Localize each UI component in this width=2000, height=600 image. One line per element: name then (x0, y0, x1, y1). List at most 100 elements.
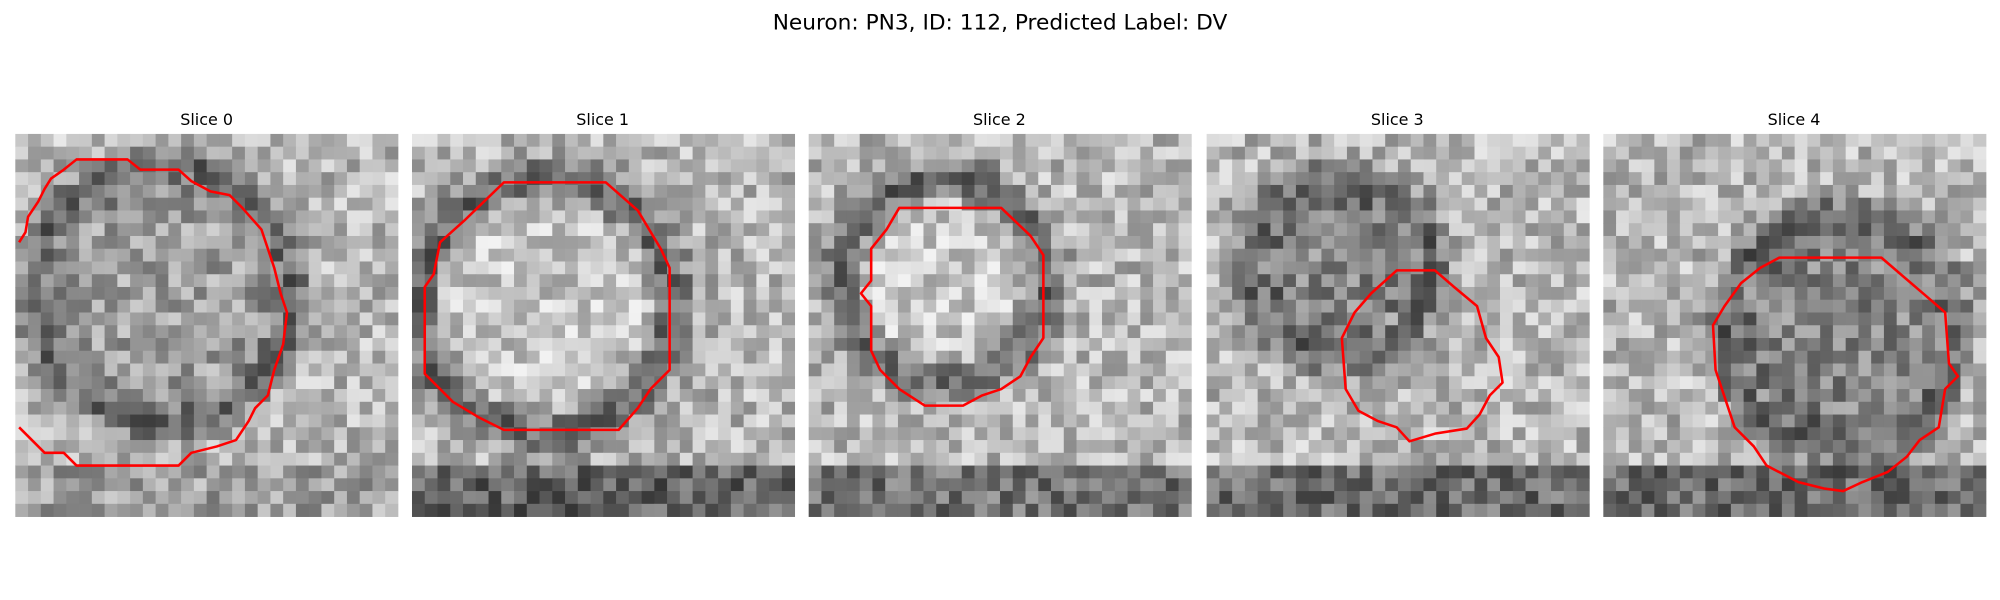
pixel (1487, 440, 1501, 454)
pixel (1679, 338, 1693, 352)
pixel (1232, 312, 1246, 326)
pixel (692, 159, 706, 173)
pixel (1346, 350, 1361, 364)
pixel (1051, 133, 1065, 148)
pixel (730, 452, 745, 466)
pixel (1794, 389, 1808, 403)
pixel (1295, 210, 1310, 224)
pixel (1038, 401, 1052, 415)
pixel (257, 299, 271, 313)
pixel (769, 440, 783, 454)
pixel (1934, 146, 1949, 160)
pixel (834, 325, 848, 339)
pixel (923, 274, 937, 288)
pixel (948, 312, 963, 326)
pixel (1679, 376, 1693, 390)
pixel (181, 427, 195, 441)
pixel (1781, 261, 1796, 275)
pixel (974, 478, 988, 492)
pixel (359, 465, 373, 479)
pixel (1089, 338, 1103, 352)
pixel (1692, 350, 1706, 364)
pixel (1385, 248, 1399, 262)
pixel (539, 325, 553, 339)
pixel (232, 440, 246, 454)
pixel (1654, 146, 1668, 160)
pixel (424, 338, 438, 352)
pixel (1295, 223, 1310, 237)
pixel (53, 325, 67, 339)
pixel (1089, 248, 1103, 262)
pixel (743, 146, 757, 160)
pixel (15, 503, 29, 517)
pixel (1871, 401, 1885, 415)
pixel (1334, 312, 1348, 326)
pixel (1743, 465, 1757, 479)
pixel (1769, 210, 1783, 224)
pixel (679, 261, 693, 275)
pixel (1641, 223, 1655, 237)
pixel (859, 363, 873, 377)
pixel (603, 235, 617, 250)
pixel (616, 133, 630, 148)
pixel (181, 376, 195, 390)
pixel (974, 363, 988, 377)
pixel (910, 338, 924, 352)
pixel (385, 261, 399, 275)
pixel (1474, 235, 1488, 250)
pixel (219, 274, 233, 288)
pixel (232, 465, 246, 479)
pixel (1538, 197, 1552, 211)
pixel (885, 248, 899, 262)
pixel (987, 401, 1001, 415)
pixel (117, 274, 131, 288)
pixel (1153, 338, 1167, 352)
pixel (1909, 299, 1923, 313)
pixel (1909, 325, 1923, 339)
pixel (1140, 363, 1154, 377)
pixel (91, 427, 105, 441)
pixel (923, 286, 937, 301)
pixel (885, 274, 899, 288)
pixel (79, 363, 93, 377)
pixel (488, 312, 502, 326)
pixel (1219, 299, 1233, 313)
pixel (1000, 159, 1014, 173)
pixel (1076, 325, 1090, 339)
pixel (1270, 299, 1284, 313)
pixel (334, 248, 348, 262)
pixel (730, 427, 745, 441)
pixel (104, 440, 118, 454)
pixel (1474, 389, 1488, 403)
pixel (1538, 414, 1552, 428)
pixel (206, 159, 220, 173)
pixel (53, 159, 67, 173)
pixel (346, 363, 361, 377)
pixel (821, 286, 835, 301)
pixel (616, 350, 630, 364)
pixel (28, 223, 42, 237)
pixel (168, 223, 182, 237)
pixel (603, 389, 617, 403)
pixel (1487, 286, 1501, 301)
pixel (1603, 440, 1617, 454)
pixel (923, 440, 937, 454)
pixel (1616, 299, 1630, 313)
pixel (1346, 299, 1361, 313)
pixel (66, 210, 80, 224)
pixel (193, 363, 208, 377)
pixel (475, 146, 489, 160)
pixel (948, 338, 963, 352)
pixel (616, 478, 630, 492)
pixel (385, 478, 399, 492)
pixel (961, 376, 975, 390)
pixel (526, 133, 540, 148)
pixel (1730, 261, 1745, 275)
pixel (1538, 350, 1552, 364)
pixel (1896, 312, 1910, 326)
pixel (1730, 299, 1745, 313)
pixel (232, 146, 246, 160)
pixel (437, 159, 451, 173)
pixel (1410, 299, 1424, 313)
pixel (219, 401, 233, 415)
